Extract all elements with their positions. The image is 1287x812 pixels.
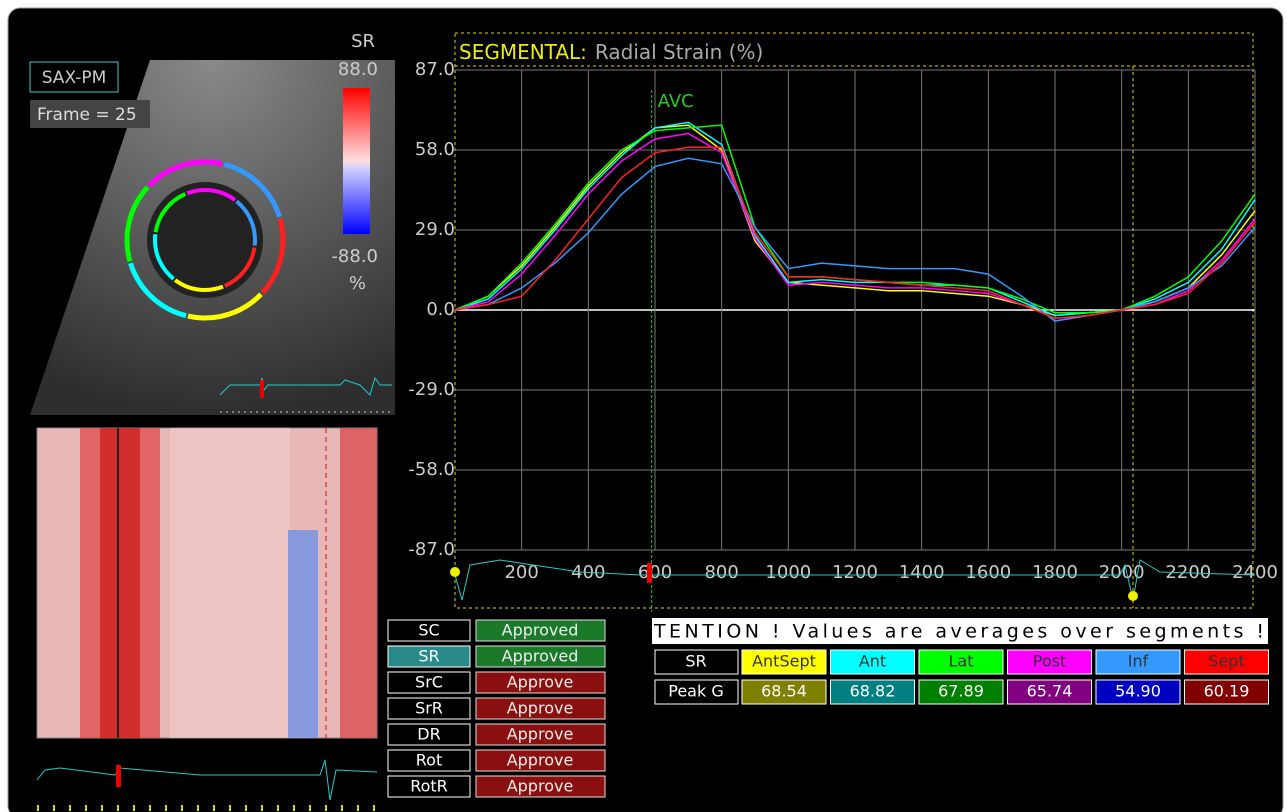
mmode-band: [340, 428, 377, 738]
title-text: Radial Strain (%): [595, 40, 763, 64]
ecg-marker: [1128, 591, 1138, 601]
segment-value: 65.74: [1027, 682, 1073, 701]
ecg-marker: [450, 567, 460, 577]
y-tick-label: -58.0: [408, 459, 455, 480]
x-tick-label: 800: [704, 562, 738, 583]
x-tick-label: 1200: [832, 562, 878, 583]
chart-title: SEGMENTAL: Radial Strain (%): [459, 40, 763, 64]
y-tick-label: 58.0: [415, 139, 455, 160]
buttons: SC Approved SR Approved SrC Approve SrR Approve…: [388, 620, 605, 797]
segment-name: Sept: [1208, 652, 1244, 671]
y-tick-label: -29.0: [408, 379, 455, 400]
mode-label: SC: [418, 621, 439, 640]
page: {"left_panel": {"view_label": "SAX-PM", …: [0, 0, 1287, 812]
x-tick-label: 1600: [965, 562, 1011, 583]
segment-name: Inf: [1128, 652, 1149, 671]
mmode-band: [170, 428, 290, 738]
mode-label: SR: [418, 647, 439, 666]
approve-label: Approve: [507, 751, 574, 770]
colorbar-unit: %: [349, 273, 366, 294]
y-tick-label: 0.0: [426, 299, 455, 320]
mode-label: Rot: [416, 751, 442, 770]
approve-label: Approve: [507, 725, 574, 744]
y-tick-label: 87.0: [415, 59, 455, 80]
header-label: SR: [685, 652, 706, 671]
segment-name: AntSept: [752, 652, 816, 671]
mmode-band: [100, 428, 140, 738]
x-tick-label: 1400: [899, 562, 945, 583]
colorbar-min: -88.0: [331, 246, 378, 267]
title-prefix: SEGMENTAL:: [459, 40, 587, 64]
mode-label: SrC: [415, 673, 443, 692]
approve-label: Approve: [507, 673, 574, 692]
y-tick-label: 29.0: [415, 219, 455, 240]
approve-label: Approve: [507, 777, 574, 796]
approve-label: Approve: [507, 699, 574, 718]
segment-value: 60.19: [1204, 682, 1250, 701]
warning: TENTION ! Values are averages over segme…: [653, 621, 1264, 643]
segment-value: 68.82: [850, 682, 896, 701]
frame-label: Frame = 25: [37, 105, 137, 125]
segment-value: 67.89: [938, 682, 984, 701]
x-tick-label: 1800: [1032, 562, 1078, 583]
screen: SAX-PM Frame = 25 SR 88.0 -88.0 % SEGMEN…: [0, 0, 1287, 812]
colorbar-title: SR: [351, 31, 375, 52]
x-tick-label: 600: [638, 562, 672, 583]
approve-label: Approved: [502, 647, 579, 666]
lumen: [147, 182, 263, 298]
segment-value: 68.54: [761, 682, 807, 701]
view-label: SAX-PM: [42, 68, 107, 88]
segment-value: 54.90: [1115, 682, 1161, 701]
y-tick-label: -87.0: [408, 539, 455, 560]
row-label: Peak G: [668, 682, 723, 701]
mode-label: RotR: [410, 777, 448, 796]
avc-label: AVC: [658, 91, 694, 112]
colorbar-max: 88.0: [338, 59, 378, 80]
x-tick-label: 2400: [1232, 562, 1278, 583]
segment-name: Ant: [859, 652, 886, 671]
segment-name: Post: [1033, 652, 1066, 671]
segment-name: Lat: [949, 652, 974, 671]
x-tick-label: 1000: [765, 562, 811, 583]
ecg-cursor: [647, 563, 652, 583]
mode-label: DR: [417, 725, 440, 744]
colorbar: [343, 88, 370, 234]
ecg-cursor: [260, 380, 264, 398]
approve-label: Approved: [502, 621, 579, 640]
mode-label: SrR: [415, 699, 443, 718]
ecg-cursor: [116, 765, 121, 787]
mmode-band: [288, 530, 318, 738]
